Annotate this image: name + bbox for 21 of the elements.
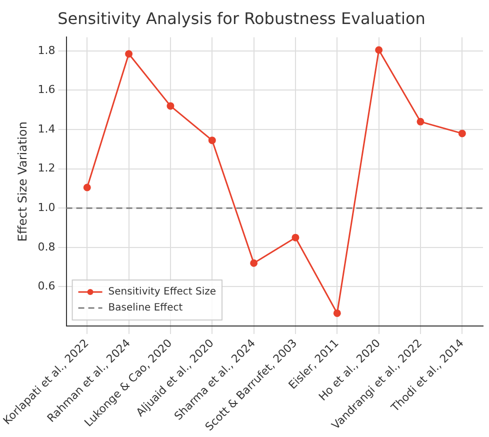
point bbox=[333, 309, 341, 317]
point bbox=[292, 234, 300, 242]
point bbox=[375, 46, 383, 54]
y-tick-label: 1.4 bbox=[38, 122, 56, 136]
y-tick-label: 1.8 bbox=[38, 44, 56, 57]
legend-label: Sensitivity Effect Size bbox=[108, 286, 216, 298]
point bbox=[166, 102, 174, 110]
point bbox=[416, 118, 424, 126]
y-tick-label: 1.0 bbox=[38, 200, 56, 214]
point bbox=[83, 184, 91, 192]
y-tick-label: 1.6 bbox=[38, 83, 56, 96]
y-tick-label: 1.2 bbox=[38, 162, 56, 175]
point bbox=[458, 130, 466, 138]
point bbox=[125, 50, 133, 58]
y-axis-title: Effect Size Variation bbox=[16, 122, 30, 242]
y-tick-label: 0.6 bbox=[38, 280, 56, 293]
legend-label: Baseline Effect bbox=[108, 302, 183, 314]
point bbox=[208, 136, 216, 144]
chart-title: Sensitivity Analysis for Robustness Evaluation bbox=[58, 8, 426, 28]
y-tick-label: 0.8 bbox=[38, 240, 56, 254]
point bbox=[250, 259, 258, 267]
